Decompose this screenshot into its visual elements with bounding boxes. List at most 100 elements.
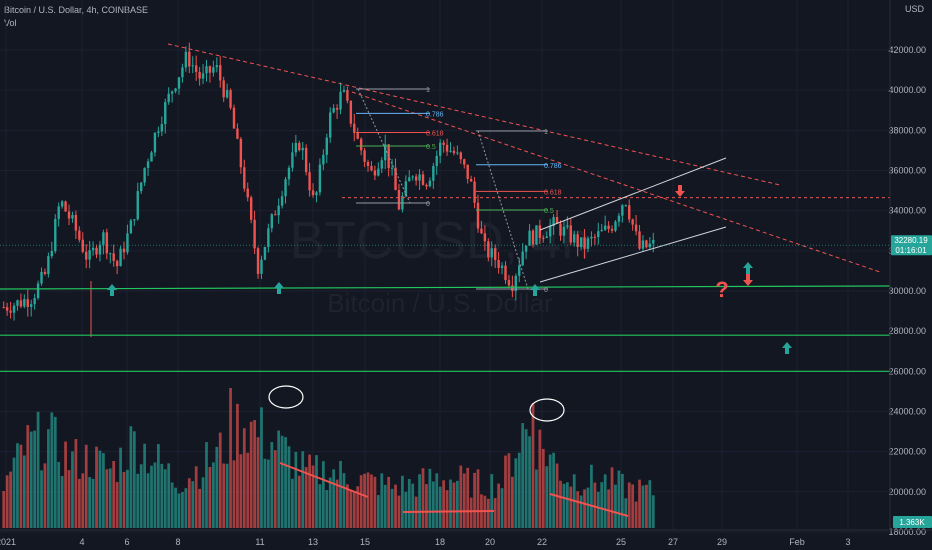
volume-bar	[445, 490, 449, 528]
candle-body	[16, 300, 19, 306]
volume-bar	[205, 442, 208, 528]
candle-body	[597, 231, 600, 238]
candle-body	[284, 179, 287, 197]
volume-bar	[280, 435, 284, 528]
candle-body	[418, 174, 421, 181]
volume-bar	[84, 444, 88, 528]
candle-body	[256, 248, 260, 274]
candle-body	[64, 201, 67, 212]
candle-body	[459, 152, 463, 160]
candle-body	[177, 77, 181, 89]
candle-body	[139, 182, 143, 192]
support-line	[0, 285, 891, 290]
volume-bar	[610, 467, 614, 528]
candle-body	[5, 307, 9, 311]
volume-bar	[277, 430, 281, 528]
volume-bar	[315, 455, 318, 528]
volume-bar	[538, 429, 542, 528]
volume-bar	[418, 474, 421, 528]
candle-body	[511, 285, 514, 291]
candle-body	[215, 65, 219, 68]
volume-bar	[325, 490, 329, 528]
candle-body	[167, 93, 170, 103]
candle-body	[497, 260, 500, 268]
volume-bar	[191, 481, 195, 528]
volume-bar	[524, 429, 528, 528]
candle-body	[421, 174, 425, 185]
candle-body	[119, 248, 122, 267]
volume-bar	[187, 478, 191, 528]
arrow-shaft	[110, 290, 114, 296]
volume-bar	[466, 467, 470, 528]
arrow-head	[675, 191, 685, 197]
drawings: 1 0.786 0.618 0.5 0 1 0.786 0.618 0.5 0?	[0, 43, 891, 517]
fib-trend-line	[357, 88, 411, 204]
currency-label[interactable]: USD	[904, 4, 924, 14]
candle-body	[291, 152, 294, 168]
volume-bar	[407, 478, 411, 528]
volume-bar	[600, 482, 604, 528]
volume-bar	[22, 455, 26, 528]
volume-bar	[215, 446, 219, 528]
volume-bar	[53, 416, 57, 528]
candle-body	[88, 250, 91, 260]
candle-body	[23, 299, 26, 307]
volume-bar	[108, 468, 112, 528]
volume-bar	[284, 437, 287, 528]
fib-level-label: 0.5	[426, 144, 436, 151]
volume-bar	[167, 463, 171, 528]
candles	[2, 42, 655, 338]
x-tick-label: 13	[308, 537, 318, 547]
candle-body	[232, 107, 236, 129]
symbol-title[interactable]: Bitcoin / U.S. Dollar, 4h, COINBASE	[4, 5, 149, 15]
volume-bar	[569, 486, 573, 528]
candle-body	[26, 299, 29, 307]
arrow-shaft	[746, 268, 750, 274]
volume-bar	[624, 498, 628, 528]
volume-bar	[545, 466, 549, 528]
volume-bar	[335, 479, 339, 528]
volume-bar	[143, 443, 147, 528]
volume-bar	[294, 451, 298, 528]
candle-body	[236, 128, 239, 139]
candle-body	[380, 160, 383, 169]
volume-badge	[893, 516, 932, 528]
candle-body	[366, 161, 370, 166]
volume-bar	[218, 432, 222, 528]
volume-bar	[607, 489, 610, 528]
volume-bar	[535, 469, 538, 528]
candle-body	[243, 167, 246, 189]
candle-body	[631, 219, 634, 225]
volume-bar	[311, 465, 315, 528]
volume-bar	[486, 498, 490, 528]
candle-body	[150, 152, 153, 162]
volume-bar	[115, 482, 119, 528]
volume-bar	[627, 482, 631, 528]
trendline-lower	[351, 91, 881, 273]
candle-body	[325, 137, 328, 155]
volume-bar	[404, 491, 408, 528]
volume-bar	[603, 474, 607, 528]
candle-body	[277, 205, 280, 216]
candle-body	[404, 181, 408, 196]
candle-body	[60, 201, 64, 207]
candle-body	[84, 251, 88, 260]
arrow-shaft	[678, 185, 682, 191]
candle-body	[487, 241, 490, 258]
volume-bar	[136, 473, 140, 528]
candle-body	[270, 214, 273, 229]
candle-body	[480, 228, 483, 234]
volume-bar	[222, 463, 226, 528]
candle-body	[504, 265, 507, 281]
candle-body	[81, 239, 84, 252]
volume-bar	[270, 441, 274, 528]
candle-body	[524, 245, 528, 252]
candle-body	[122, 248, 126, 253]
volume-bar	[43, 463, 47, 528]
candle-body	[133, 219, 136, 221]
candle-body	[425, 184, 428, 187]
candle-body	[518, 265, 521, 276]
volume-bar	[363, 473, 366, 528]
volume-legend[interactable]: Vol	[4, 18, 17, 28]
